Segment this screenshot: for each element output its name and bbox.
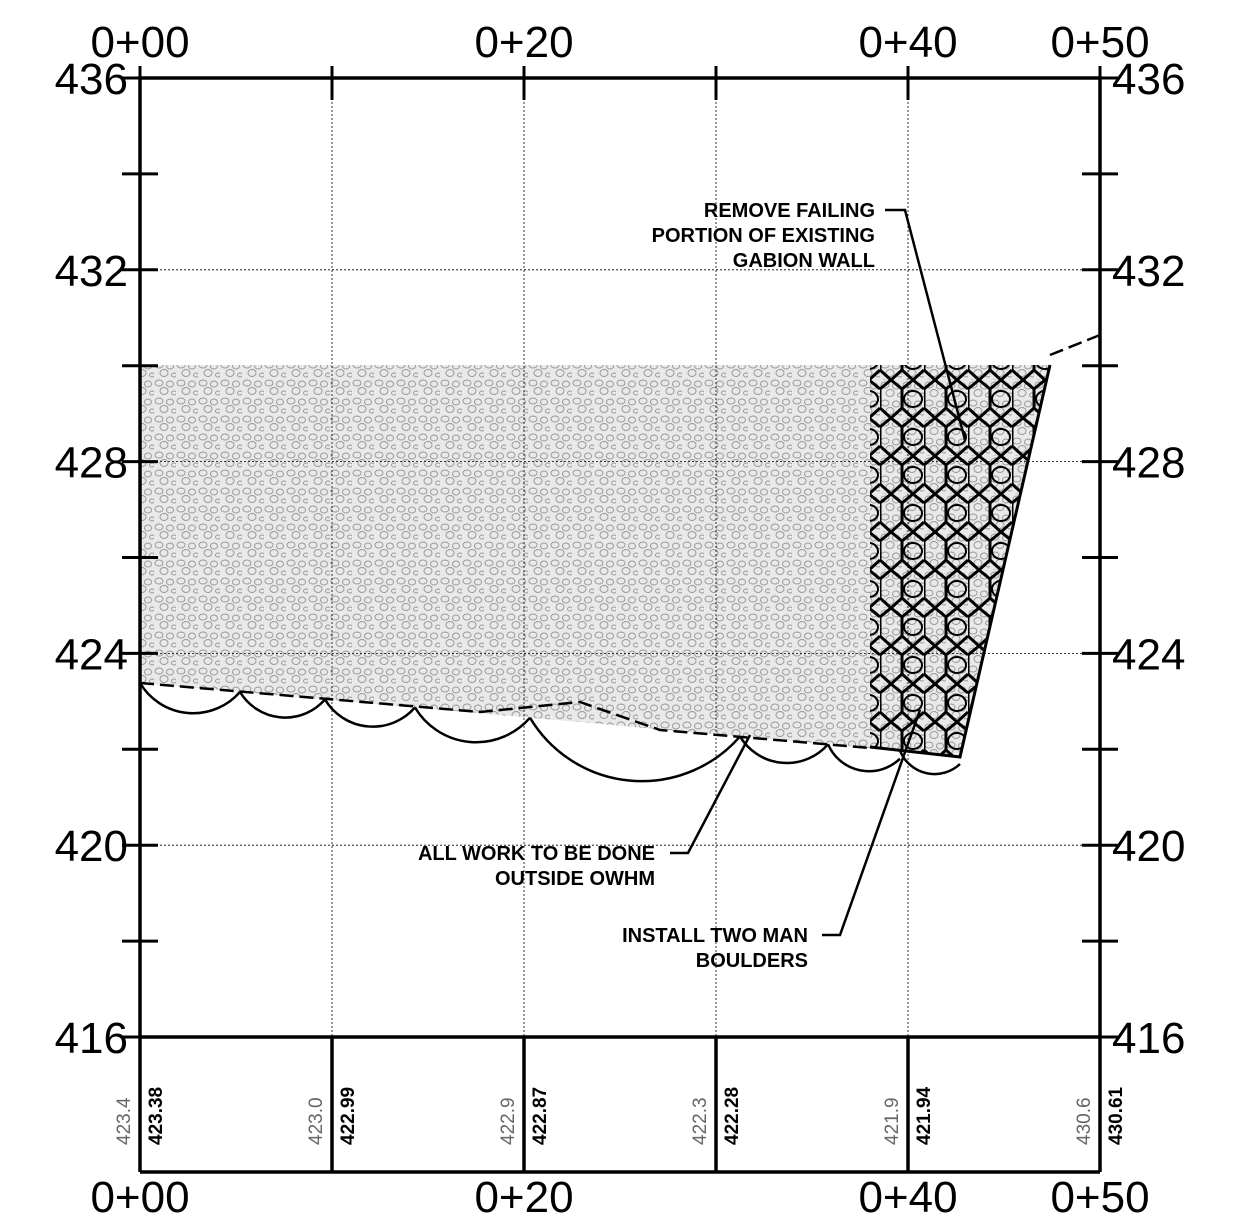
elevation-label: 436 [1112, 55, 1185, 104]
proposed-grade: 421.94 [914, 1086, 935, 1145]
elevation-label: 424 [1112, 630, 1185, 679]
note-text: REMOVE FAILING [704, 200, 875, 222]
station-label: 0+40 [858, 1173, 957, 1222]
elevation-label: 416 [1112, 1014, 1185, 1063]
elevation-label: 428 [1112, 439, 1185, 488]
note-text: INSTALL TWO MAN [622, 925, 808, 947]
elevation-label: 424 [55, 630, 128, 679]
elevation-label: 436 [55, 55, 128, 104]
note-text: ALL WORK TO BE DONE [418, 843, 655, 865]
leaders [670, 208, 967, 937]
existing-grade: 423.0 [306, 1097, 327, 1145]
note-text: OUTSIDE OWHM [495, 868, 655, 890]
proposed-grade: 422.99 [338, 1087, 359, 1145]
proposed-grade: 422.28 [722, 1087, 743, 1145]
elevation-label: 428 [55, 439, 128, 488]
fill-area [140, 364, 1052, 759]
station-label: 0+20 [474, 18, 573, 67]
grid [122, 66, 1118, 1174]
station-label: 0+20 [474, 1173, 573, 1222]
station-label: 0+40 [858, 18, 957, 67]
proposed-grade: 422.87 [530, 1087, 551, 1145]
existing-grade: 423.4 [114, 1097, 135, 1145]
note-text: BOULDERS [696, 950, 808, 972]
note-text: GABION WALL [733, 250, 875, 272]
labels: 0+00 0+20 0+40 0+500+00 0+20 0+40 0+5043643242… [55, 18, 1186, 1222]
station-label: 0+50 [1050, 1173, 1149, 1222]
station-label: 0+00 [90, 1173, 189, 1222]
station-label: 0+50 [1050, 18, 1149, 67]
existing-grade: 430.6 [1074, 1097, 1095, 1145]
proposed-grade: 423.38 [146, 1087, 167, 1145]
note-text: PORTION OF EXISTING [652, 225, 875, 247]
existing-grade: 421.9 [882, 1097, 903, 1145]
proposed-grade: 430.61 [1106, 1086, 1127, 1145]
station-label: 0+00 [90, 18, 189, 67]
elevation-label: 432 [55, 247, 128, 296]
existing-grade: 422.9 [498, 1097, 519, 1145]
elevation-label: 420 [55, 822, 128, 871]
elevation-label: 432 [1112, 247, 1185, 296]
frame [138, 76, 1102, 1039]
existing-grade: 422.3 [690, 1097, 711, 1145]
elevation-label: 420 [1112, 822, 1185, 871]
ground [138, 333, 1101, 783]
elevation-label: 416 [55, 1014, 128, 1063]
